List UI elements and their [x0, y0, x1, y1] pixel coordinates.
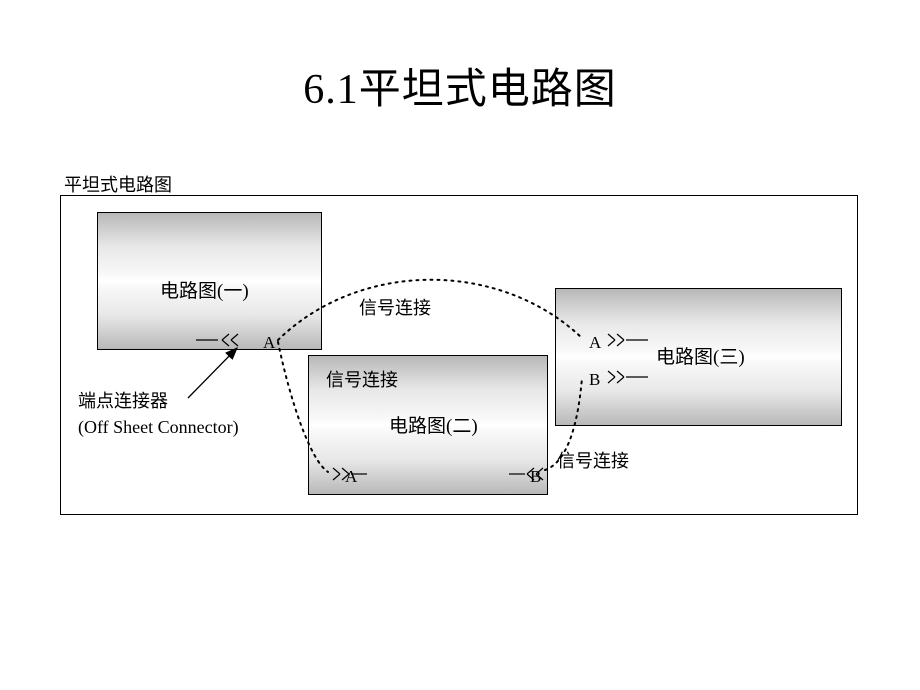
circuit-box-3: 电路图(三) [555, 288, 842, 426]
page-title: 6.1平坦式电路图 [0, 0, 920, 116]
circuit-box-1: 电路图(一) [97, 212, 322, 350]
port-c3-A-label: A [589, 333, 601, 353]
signal-label-1: 信号连接 [359, 294, 431, 320]
circuit-box-1-label: 电路图(一) [160, 276, 249, 303]
circuit-box-3-label: 电路图(三) [656, 342, 745, 369]
signal-label-2: 信号连接 [326, 366, 398, 392]
port-c3-B-label: B [589, 370, 600, 390]
connector-note: 端点连接器 (Off Sheet Connector) [78, 388, 239, 440]
group-label: 平坦式电路图 [64, 171, 172, 197]
circuit-box-2-label: 电路图(二) [389, 411, 478, 438]
connector-note-line2: (Off Sheet Connector) [78, 414, 239, 440]
port-c2-A-label: A [345, 467, 357, 487]
signal-label-3: 信号连接 [557, 447, 629, 473]
connector-note-line1: 端点连接器 [78, 388, 239, 414]
port-c1-A-label: A [263, 333, 275, 353]
port-c2-B-label: B [530, 467, 541, 487]
